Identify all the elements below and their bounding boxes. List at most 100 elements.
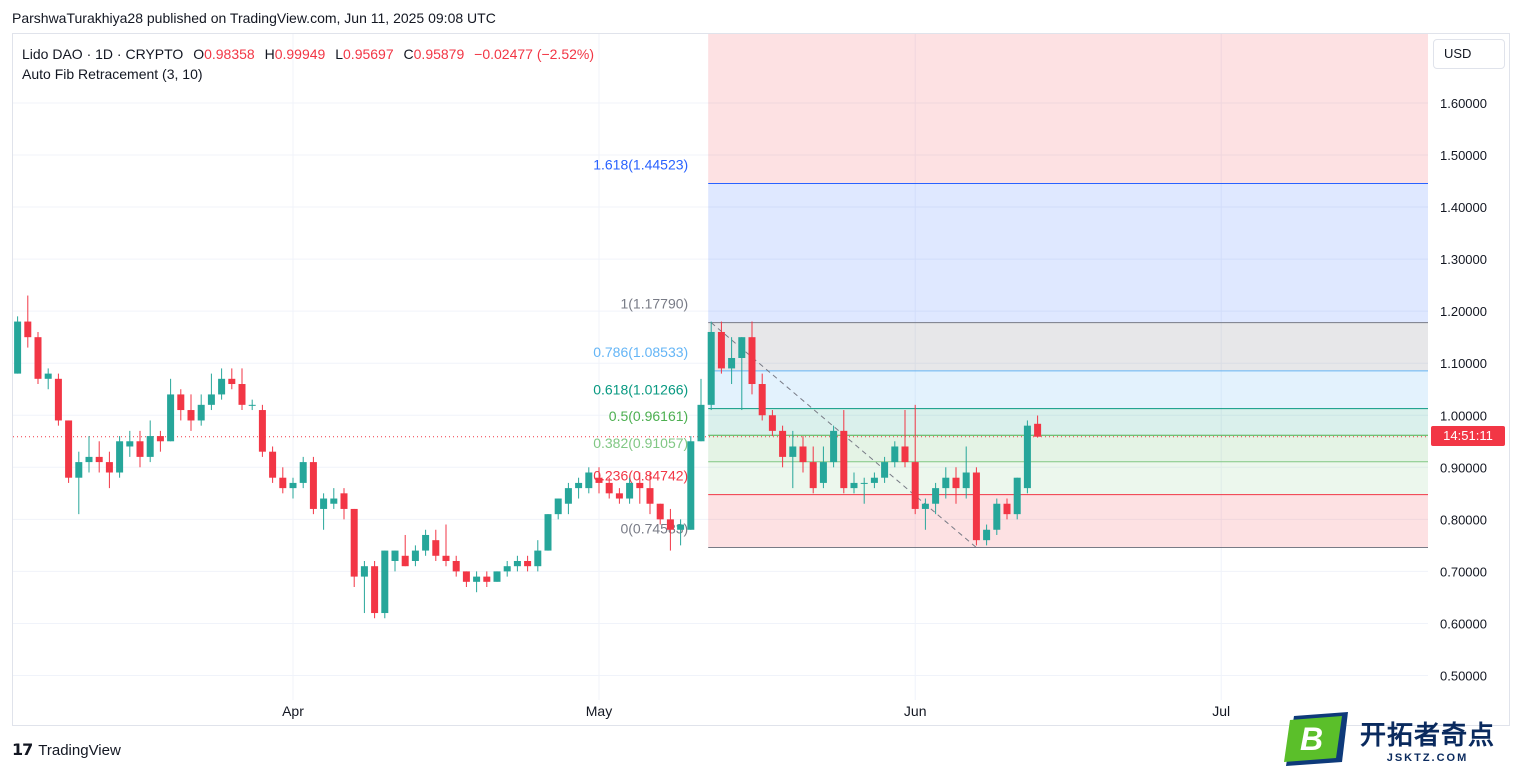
- candle-2025-04-09: [371, 560, 379, 619]
- candle-body: [422, 534, 430, 551]
- fib-label-1: 1(1.17790): [620, 296, 688, 312]
- candle-body: [330, 498, 338, 504]
- candle-body: [340, 493, 348, 509]
- indicator-label[interactable]: Auto Fib Retracement (3, 10): [22, 66, 203, 82]
- candle-body: [371, 566, 379, 614]
- candle-2025-03-05: [14, 316, 22, 374]
- candle-2025-03-28: [248, 399, 256, 411]
- candle-body: [442, 555, 450, 561]
- candle-2025-03-13: [95, 441, 103, 473]
- candle-body: [126, 441, 134, 447]
- high-label: H: [264, 46, 275, 62]
- candle-body: [993, 503, 1001, 530]
- candle-2025-05-27: [860, 477, 868, 504]
- candle-2025-04-07: [350, 508, 358, 588]
- candle-2025-03-30: [269, 446, 277, 483]
- candle-2025-05-15: [738, 337, 746, 411]
- candle-2025-03-25: [218, 368, 226, 400]
- fib-zone-0: [708, 34, 1428, 184]
- y-tick-label: 1.50000: [1440, 148, 1487, 163]
- candle-body: [156, 436, 164, 442]
- candle-body: [197, 404, 205, 421]
- candle-body: [972, 472, 980, 541]
- candle-body: [677, 524, 685, 530]
- candle-2025-04-06: [340, 488, 348, 520]
- candle-body: [309, 462, 317, 509]
- candle-2025-03-19: [156, 430, 164, 452]
- candle-2025-04-25: [534, 540, 542, 572]
- y-tick-label: 0.60000: [1440, 616, 1487, 631]
- fib-label-0.382: 0.382(0.91057): [593, 435, 688, 451]
- candle-body: [697, 404, 705, 442]
- fib-label-0.5: 0.5(0.96161): [609, 408, 688, 424]
- candle-2025-04-02: [299, 456, 307, 489]
- candle-body: [452, 560, 460, 572]
- candle-2025-04-20: [483, 571, 491, 588]
- candle-2025-03-09: [54, 373, 62, 426]
- candle-body: [789, 446, 797, 457]
- candle-2025-04-03: [309, 456, 317, 515]
- candle-body: [269, 451, 277, 478]
- fib-zone-3: [708, 370, 1428, 409]
- candle-2025-03-23: [197, 394, 205, 426]
- y-tick-label: 1.10000: [1440, 356, 1487, 371]
- candle-body: [411, 550, 419, 561]
- fib-label-0.236: 0.236(0.84742): [593, 468, 688, 484]
- candle-body: [728, 357, 736, 369]
- candle-body: [299, 462, 307, 483]
- tradingview-footer[interactable]: 𝟭𝟳 TradingView: [12, 740, 121, 760]
- y-tick-label: 1.40000: [1440, 200, 1487, 215]
- candle-body: [218, 378, 226, 395]
- fib-zone-6: [708, 461, 1428, 495]
- candle-body: [575, 482, 583, 489]
- candle-body: [228, 378, 236, 385]
- candle-body: [646, 488, 654, 504]
- candle-body: [320, 498, 328, 509]
- candle-body: [952, 477, 960, 489]
- candle-2025-05-01: [595, 467, 603, 494]
- candle-2025-06-08: [983, 524, 991, 546]
- symbol-info[interactable]: Lido DAO · 1D · CRYPTO: [22, 46, 184, 62]
- y-tick-label: 0.50000: [1440, 669, 1487, 684]
- currency-selector[interactable]: USD: [1433, 39, 1505, 69]
- candle-2025-05-08: [666, 508, 674, 551]
- candle-body: [809, 462, 817, 489]
- candle-2025-06-11: [1013, 477, 1021, 520]
- candle-2025-04-08: [360, 560, 368, 614]
- candle-body: [381, 550, 389, 614]
- fib-zone-2: [708, 322, 1428, 371]
- fib-zones: [708, 34, 1428, 548]
- candle-body: [116, 441, 124, 473]
- candle-2025-06-10: [1003, 498, 1011, 520]
- candle-body: [360, 566, 368, 577]
- candle-2025-03-20: [167, 378, 175, 442]
- candle-2025-03-11: [75, 451, 83, 515]
- candle-2025-05-18: [768, 410, 776, 437]
- candle-2025-05-09: [677, 519, 685, 546]
- candle-body: [524, 560, 532, 567]
- candle-body: [860, 482, 868, 484]
- candle-2025-05-31: [901, 410, 909, 468]
- candle-2025-04-13: [411, 545, 419, 567]
- candle-body: [870, 477, 878, 483]
- candle-body: [840, 430, 848, 489]
- candle-2025-06-04: [942, 467, 950, 499]
- candle-2025-03-10: [65, 420, 73, 483]
- candle-2025-03-12: [85, 436, 93, 473]
- y-tick-label: 0.80000: [1440, 512, 1487, 527]
- candle-2025-05-25: [840, 410, 848, 494]
- low-value: 0.95697: [343, 46, 394, 62]
- fib-label-0.786: 0.786(1.08533): [593, 344, 688, 360]
- candle-2025-03-27: [238, 368, 246, 411]
- watermark-logo-letter: B: [1300, 721, 1323, 757]
- candle-2025-03-18: [146, 420, 154, 463]
- candle-2025-05-28: [870, 472, 878, 489]
- candle-body: [758, 384, 766, 416]
- fib-zone-1: [708, 183, 1428, 323]
- candle-2025-05-21: [799, 436, 807, 473]
- candle-body: [564, 488, 572, 504]
- candle-2025-04-29: [575, 477, 583, 499]
- candle-2025-04-26: [544, 514, 552, 551]
- legend-ohlc-row: Lido DAO · 1D · CRYPTO O0.98358 H0.99949…: [22, 44, 594, 64]
